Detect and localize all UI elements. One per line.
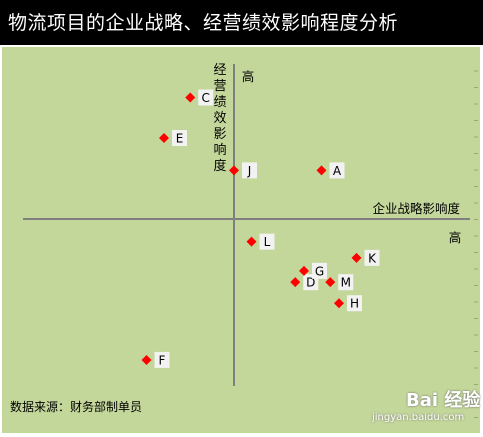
data-point-d: [290, 277, 301, 288]
data-point-h: [334, 298, 344, 309]
data-label-bg: [154, 351, 170, 368]
y-axis-label-char: 绩: [213, 95, 226, 110]
data-point-f: [141, 354, 152, 365]
data-label-m: M: [341, 276, 351, 290]
data-label-bg: [364, 249, 380, 266]
data-label-bg: [312, 262, 327, 279]
title-bar: 物流项目的企业战略、经营绩效影响程度分析: [0, 0, 483, 45]
data-label-c: C: [202, 91, 210, 105]
data-label-f: F: [159, 353, 166, 367]
watermark-url-text: jingyan.baidu.com: [372, 412, 465, 423]
data-label-e: E: [176, 132, 184, 146]
watermark: Bai 经验 jingyan.baidu.com: [370, 384, 480, 430]
y-axis-label-char: 度: [213, 158, 226, 174]
data-label-j: J: [247, 164, 252, 178]
data-point-j: [229, 165, 239, 176]
data-label-bg: [259, 233, 275, 250]
data-label-bg: [242, 162, 257, 179]
data-point-g: [299, 265, 309, 276]
data-label-bg: [198, 89, 214, 106]
data-label-bg: [172, 130, 187, 146]
y-axis-label-char: 营: [213, 79, 226, 94]
data-point-l: [246, 236, 257, 247]
data-source-note: 数据来源：财务部制单员: [10, 400, 143, 414]
data-label-h: H: [350, 297, 359, 311]
data-point-e: [159, 133, 169, 143]
plot-area: 企业战略影响度高经营绩效影响度高 A C D E F G H J K L M: [2, 47, 480, 433]
data-label-d: D: [306, 276, 315, 290]
y-axis-label-char: 响: [213, 142, 226, 158]
data-label-l: L: [264, 235, 271, 249]
chart-title: 物流项目的企业战略、经营绩效影响程度分析: [8, 12, 399, 34]
data-point-a: [316, 165, 327, 176]
x-axis-high-label: 高: [449, 230, 462, 245]
watermark-main-text: Bai 经验: [406, 390, 481, 411]
y-axis-label-char: 影: [213, 127, 226, 142]
data-label-g: G: [315, 264, 324, 278]
data-label-k: K: [368, 251, 377, 265]
data-label-bg: [329, 162, 345, 179]
x-axis-label: 企业战略影响度: [372, 201, 460, 216]
data-label-bg: [338, 274, 354, 291]
data-point-k: [351, 252, 362, 263]
data-label-a: A: [333, 164, 342, 178]
y-axis-label-char: 效: [213, 111, 226, 126]
y-axis-label-char: 经: [213, 63, 226, 78]
data-point-c: [185, 92, 196, 103]
data-point-m: [325, 277, 336, 288]
data-label-bg: [347, 295, 362, 312]
y-axis-high-label: 高: [242, 69, 255, 84]
